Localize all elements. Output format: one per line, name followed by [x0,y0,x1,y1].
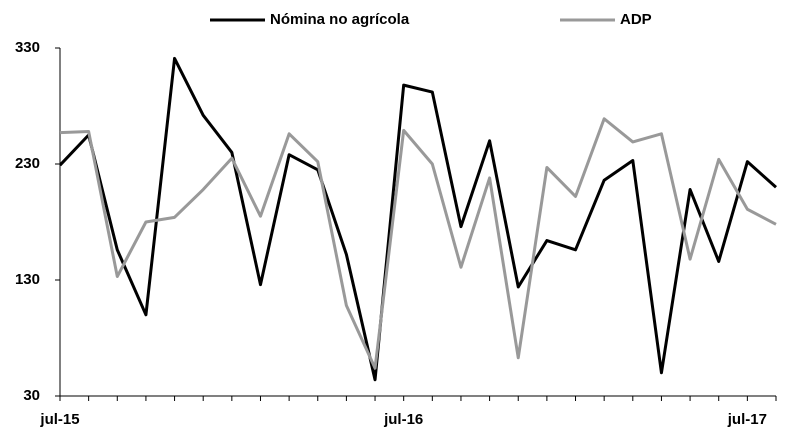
x-tick-label: jul-15 [39,411,79,428]
y-tick-label: 330 [15,39,40,56]
line-series [59,117,777,370]
y-tick-label: 130 [15,271,40,288]
y-tick-label: 30 [23,387,40,404]
legend-label: ADP [620,11,652,28]
y-tick-label: 230 [15,155,40,172]
x-tick-label: jul-17 [727,411,767,428]
legend-label: Nómina no agrícola [270,11,410,28]
x-tick-label: jul-16 [383,411,423,428]
line-series [58,56,777,382]
